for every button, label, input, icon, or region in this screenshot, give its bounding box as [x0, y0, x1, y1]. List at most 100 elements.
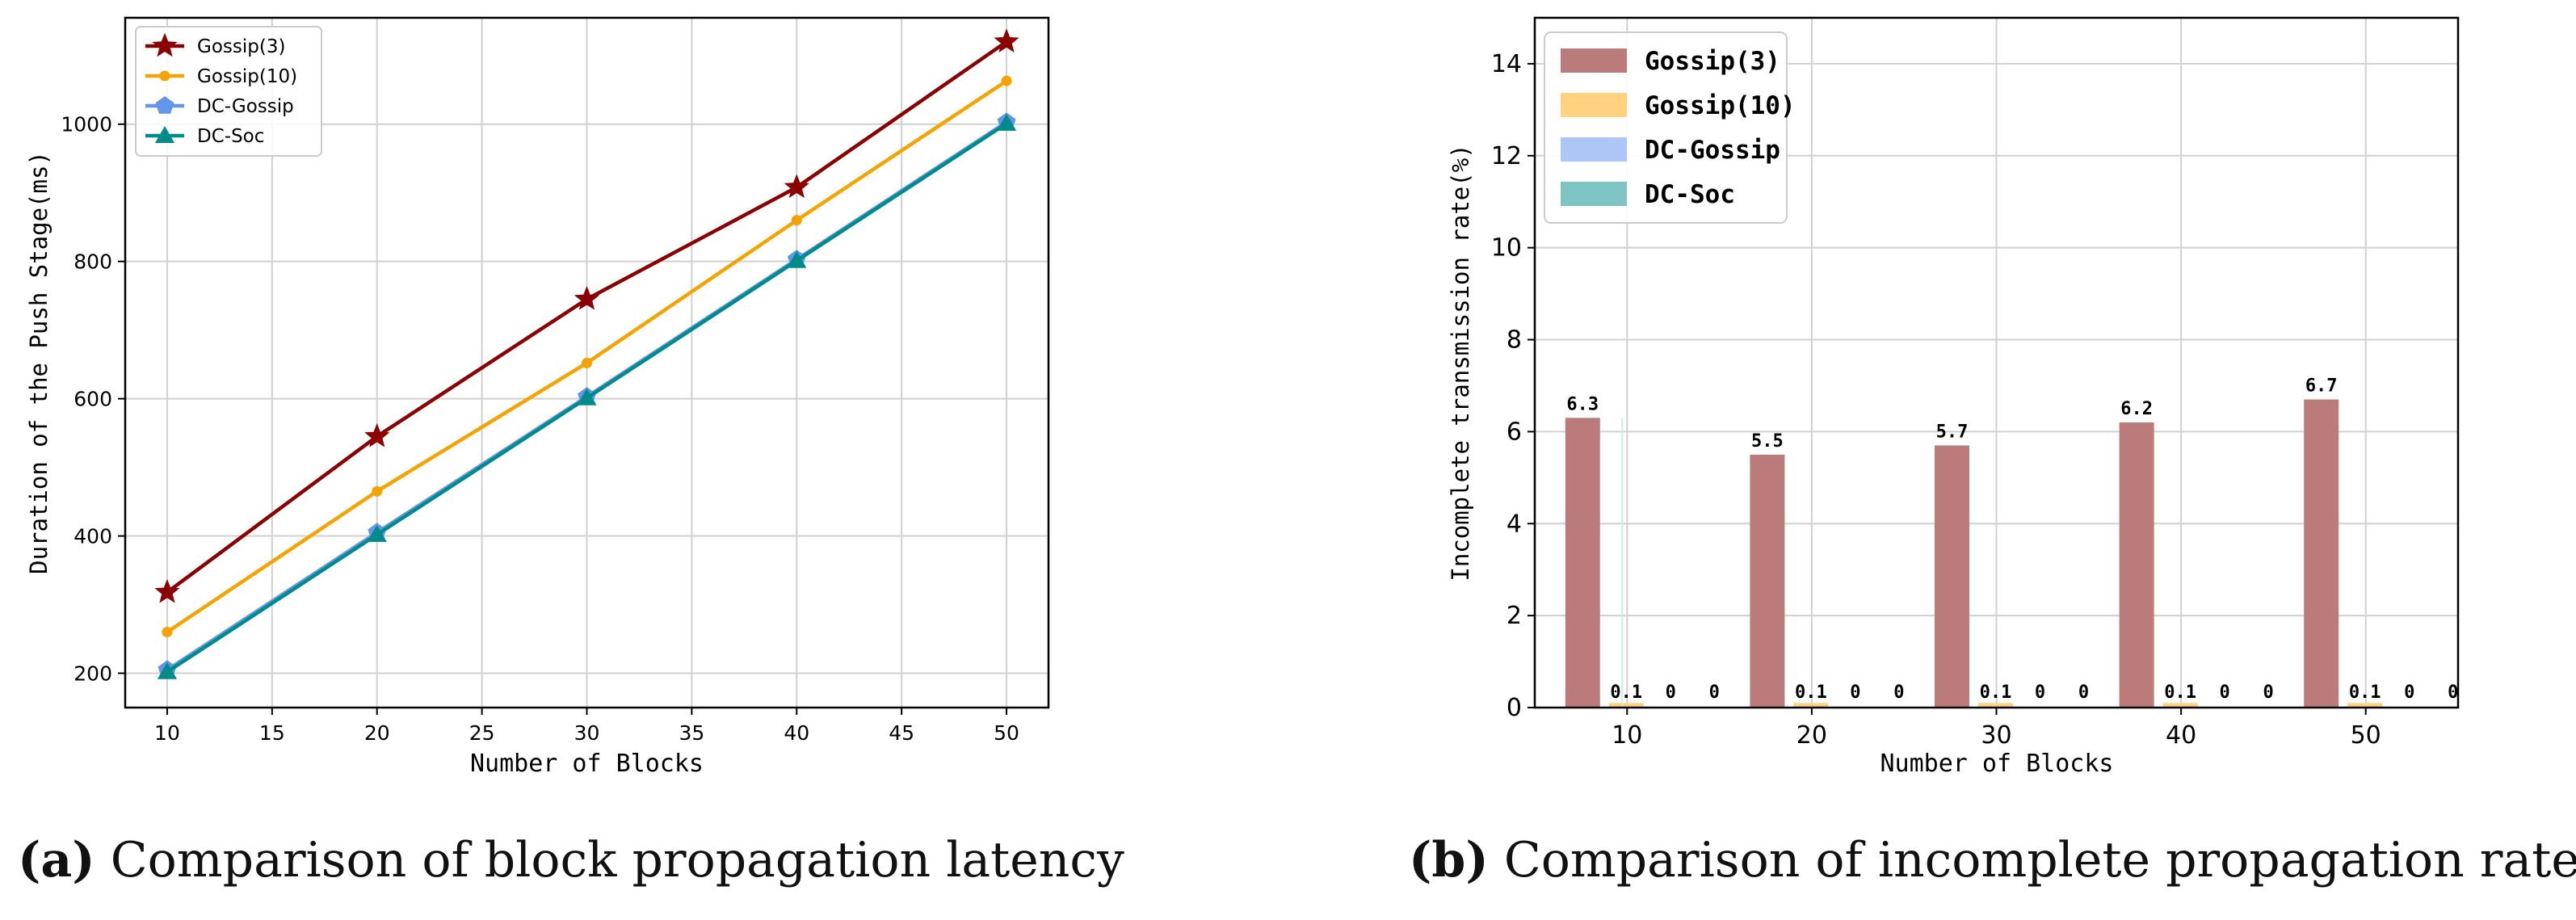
x-tick-label: 30	[1981, 721, 2011, 750]
legend-swatch	[1561, 48, 1627, 73]
data-point	[787, 250, 807, 268]
bar	[1750, 454, 1785, 708]
y-tick-label: 6	[1507, 418, 1522, 446]
y-tick-label: 600	[74, 388, 112, 411]
y-tick-label: 4	[1507, 510, 1522, 538]
data-point	[162, 627, 173, 638]
bar	[1608, 703, 1644, 708]
legend: Gossip(3) Gossip(10) DC-Gossip DC-Soc	[135, 26, 322, 157]
bar-value-label: 0	[1709, 683, 1720, 703]
data-point	[574, 286, 600, 310]
x-tick-label: 15	[259, 721, 285, 745]
series-group	[154, 28, 1019, 679]
bar-value-label: 5.7	[1936, 422, 1969, 442]
y-tick-label: 0	[1507, 694, 1522, 722]
data-point	[364, 422, 390, 447]
legend: Gossip(3) Gossip(10) DC-Gossip DC-Soc	[1544, 32, 1796, 224]
x-tick-label: 20	[1796, 721, 1827, 750]
legend-marker	[154, 126, 175, 143]
bar-value-label: 0	[1850, 683, 1860, 703]
bar-value-label: 0	[1666, 683, 1676, 703]
legend-label: DC-Gossip	[197, 96, 294, 117]
legend-label: DC-Soc	[1645, 180, 1735, 209]
x-tick-label: 50	[994, 721, 1019, 745]
bar	[1978, 703, 2013, 708]
bar-value-label: 6.3	[1566, 394, 1599, 414]
bar-value-label: 0.1	[1980, 683, 2012, 703]
x-tick-label: 45	[889, 721, 914, 745]
legend-item: Gossip(3)	[145, 32, 285, 57]
bar-value-label: 0.1	[2349, 683, 2381, 703]
data-point	[582, 357, 592, 368]
bar	[1793, 703, 1829, 708]
bar-value-label: 6.7	[2305, 376, 2338, 397]
bar-value-label: 0	[2078, 683, 2089, 703]
caption-b: (b) Comparison of incomplete propagation…	[1409, 832, 2576, 888]
data-point	[1001, 75, 1012, 86]
legend-item: Gossip(3)	[1561, 47, 1780, 76]
x-tick-label: 30	[574, 721, 600, 745]
plot-frame	[1533, 16, 2460, 709]
x-tick-label: 25	[469, 721, 495, 745]
caption-a-text: Comparison of block propagation latency	[110, 832, 1124, 888]
bar-value-label: 0	[2404, 683, 2414, 703]
bar-value-label: 5.5	[1751, 431, 1784, 452]
y-tick-label: 10	[1491, 234, 1522, 263]
x-tick-label: 10	[1612, 721, 1642, 750]
legend-marker	[155, 96, 174, 114]
latency-line-chart: 10 15 20 25 30 35 40 45 50 200 400 600 800 1000 Number…	[25, 16, 1050, 775]
x-tick-label: 35	[679, 721, 704, 745]
legend-swatch	[1561, 137, 1627, 162]
x-tick-label: 40	[784, 721, 809, 745]
bar-value-label: 0.1	[1795, 683, 1827, 703]
legend-label: Gossip(10)	[1645, 91, 1796, 120]
bar	[1935, 445, 1969, 708]
y-tick-label: 200	[74, 662, 112, 686]
x-tick-label: 50	[2351, 721, 2381, 750]
legend-item: Gossip(10)	[1561, 91, 1796, 120]
bar-value-label: 0.1	[2164, 683, 2196, 703]
legend-label: DC-Gossip	[1645, 136, 1780, 165]
series-gossip-10-: 0.1 0.1 0.1 0.1 0.1	[1608, 683, 2383, 708]
x-tick-label: 40	[2166, 721, 2196, 750]
legend-item: Gossip(10)	[145, 66, 297, 87]
data-point	[791, 215, 802, 226]
bar	[1565, 418, 1600, 708]
bar-value-label: 0	[1893, 683, 1904, 703]
legend-item: DC-Gossip	[145, 96, 294, 117]
x-tick-label: 20	[364, 721, 390, 745]
legend-item: DC-Soc	[145, 126, 264, 147]
caption-b-letter: (b)	[1409, 832, 1489, 888]
bar	[2304, 399, 2339, 708]
legend-box	[135, 26, 322, 157]
axis-ticks: 10 20 30 40 50 0 2 4 6 8 10 12 14	[1491, 50, 2381, 750]
bars: 6.3 5.5 5.7 6.2 6.7 0.1 0.1 0.1 0.1 0.1 0 0 0 0 0 0 0 0 0 0	[1565, 376, 2458, 708]
bar-value-label: 6.2	[2120, 399, 2153, 419]
legend-label: Gossip(3)	[197, 36, 285, 57]
series-dc-soc	[157, 113, 1017, 679]
x-axis-label: Number of Blocks	[1881, 750, 2114, 775]
data-point	[157, 662, 178, 679]
legend-item: DC-Soc	[1561, 180, 1735, 209]
y-tick-label: 1000	[61, 113, 112, 137]
caption-a: (a) Comparison of block propagation late…	[18, 832, 1124, 888]
legend-item: DC-Gossip	[1561, 136, 1780, 165]
bar-value-label: 0	[2035, 683, 2045, 703]
bar	[2162, 703, 2198, 708]
y-tick-label: 12	[1491, 142, 1522, 170]
plot-frame	[124, 16, 1050, 709]
legend-label: Gossip(3)	[1645, 47, 1780, 76]
axis-ticks: 10 15 20 25 30 35 40 45 50 200 400 600 800 1000	[61, 113, 1019, 745]
bar	[2119, 422, 2154, 708]
legend-marker	[159, 70, 170, 82]
x-tick-label: 10	[154, 721, 180, 745]
series-gossip-3-: 6.3 5.5 5.7 6.2 6.7	[1565, 376, 2339, 708]
y-axis-label: Duration of the Push Stage(ms)	[25, 151, 53, 574]
data-point	[154, 578, 180, 603]
legend-swatch	[1561, 93, 1627, 117]
data-point	[784, 174, 809, 199]
data-point	[372, 485, 383, 497]
legend-swatch	[1561, 182, 1627, 206]
incomplete-rate-bar-chart: 6.35.5 5.76.26.70.1 0.1 0.1 0.1 0.10 0 0 0 00 0 0 0 0…	[1447, 16, 2460, 775]
legend-box	[1544, 32, 1788, 224]
